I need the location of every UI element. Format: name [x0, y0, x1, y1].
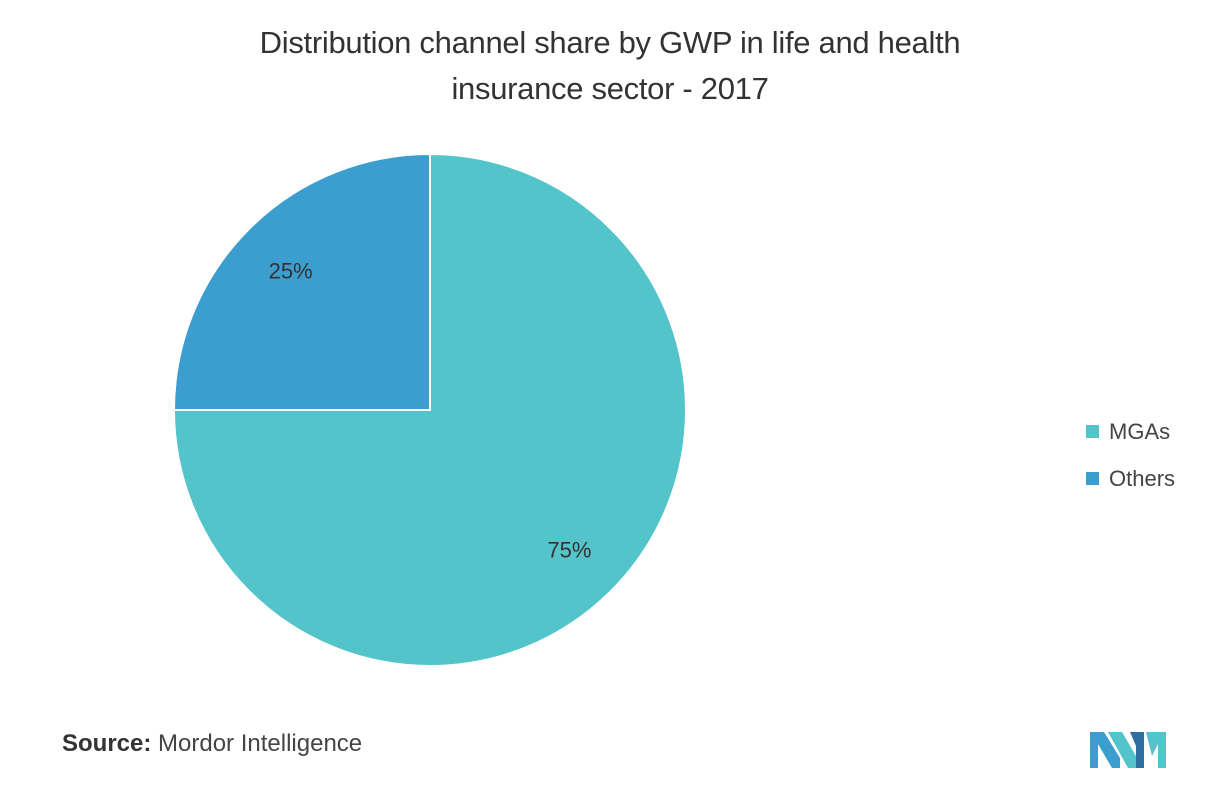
source-label: Source: [62, 730, 152, 757]
chart-title: Distribution channel share by GWP in lif… [110, 20, 1110, 112]
source-text: Mordor Intelligence [158, 730, 363, 757]
mordor-intelligence-logo-icon [1090, 732, 1166, 768]
pie-slice-mgas [172, 152, 687, 667]
legend-item-mgas: MGAs [1086, 408, 1175, 455]
pie-slice-others [172, 152, 431, 411]
chart-title-line-2: insurance sector - 2017 [451, 71, 769, 106]
legend-label-mgas: MGAs [1109, 418, 1171, 444]
data-label-mgas: 75% [547, 537, 591, 562]
legend: MGAs Others [1086, 408, 1175, 502]
legend-swatch-mgas [1086, 425, 1099, 438]
legend-item-others: Others [1086, 455, 1175, 502]
legend-label-others: Others [1109, 465, 1176, 491]
legend-swatch-others [1086, 472, 1099, 485]
data-label-others: 25% [269, 259, 313, 284]
source-note: Source: Mordor Intelligence [62, 730, 362, 758]
chart-title-line-1: Distribution channel share by GWP in lif… [259, 25, 961, 60]
